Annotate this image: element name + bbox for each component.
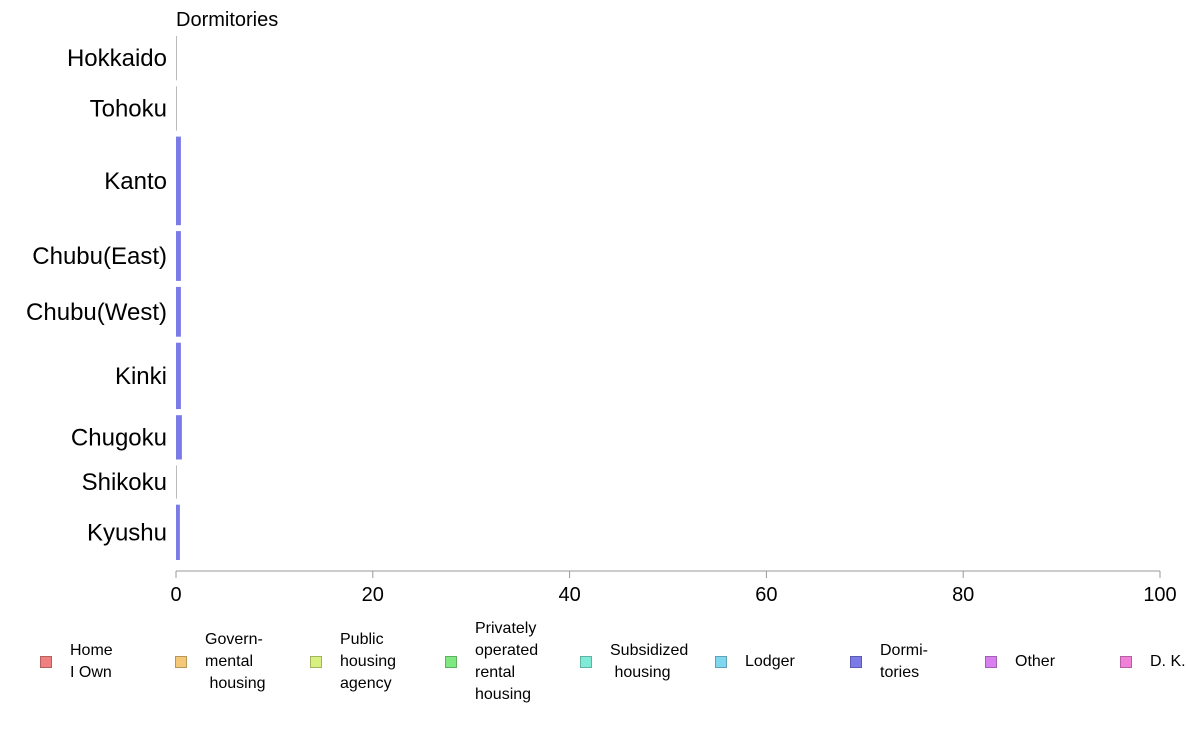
category-label: Kanto: [104, 168, 167, 195]
legend-label: Lodger: [745, 653, 795, 670]
x-tick-label: 60: [755, 584, 777, 606]
x-tick-label: 0: [170, 584, 181, 606]
legend-item: Govern-mental housing: [175, 618, 310, 708]
bar-tohoku: [176, 86, 177, 131]
y-axis-labels: Hokkaido Tohoku Kanto Chubu(East) Chubu(West…: [26, 45, 167, 546]
bar-kinki: [176, 342, 181, 410]
legend-swatch: [580, 656, 592, 668]
legend-item: Other: [985, 618, 1120, 708]
x-tick-label: 20: [362, 584, 384, 606]
bar-chart: Dormitories Hokkaido Tohoku Kanto Chubu(Eas…: [26, 9, 1177, 606]
legend-swatch: [40, 656, 52, 668]
category-label: Chubu(East): [32, 243, 167, 270]
x-tick-label: 40: [558, 584, 580, 606]
legend-label: Other: [1015, 653, 1056, 670]
legend-label: D. K.: [1150, 653, 1186, 670]
legend-item: Lodger: [715, 618, 850, 708]
legend-swatch: [175, 656, 187, 668]
legend-label: Dormi-tories: [880, 642, 928, 681]
category-label: Tohoku: [90, 95, 167, 122]
bars-group: [176, 36, 182, 560]
x-axis-ticks: 0 20 40 60 80 100: [170, 571, 1177, 606]
legend-item: Privately operated rental housing: [445, 618, 580, 708]
legend: Home I Own Govern-mental housing Public hous…: [0, 618, 1188, 718]
bar-chugoku: [176, 415, 182, 460]
x-tick-label: 80: [952, 584, 974, 606]
category-label: Kinki: [115, 363, 167, 390]
bar-kanto: [176, 136, 181, 226]
legend-label: Home I Own: [70, 642, 113, 681]
x-tick-label: 100: [1143, 584, 1176, 606]
category-label: Chugoku: [71, 424, 167, 451]
category-label: Chubu(West): [26, 299, 167, 326]
category-label: Hokkaido: [67, 45, 167, 72]
legend-swatch: [310, 656, 322, 668]
legend-swatch: [715, 656, 727, 668]
bar-chubu-east-: [176, 231, 181, 281]
legend-item: Subsidized housing: [580, 618, 715, 708]
legend-label: Govern-mental housing: [205, 631, 266, 692]
legend-item: Home I Own: [40, 618, 175, 708]
category-label: Shikoku: [82, 469, 167, 496]
legend-swatch: [850, 656, 862, 668]
bar-shikoku: [176, 465, 177, 499]
category-label: Kyushu: [87, 519, 167, 546]
bar-hokkaido: [176, 36, 177, 81]
legend-item: Public housing agency: [310, 618, 445, 708]
legend-label: Subsidized housing: [610, 642, 689, 681]
legend-swatch: [985, 656, 997, 668]
legend-label: Public housing agency: [340, 631, 397, 692]
bar-kyushu: [176, 504, 180, 560]
bar-chubu-west-: [176, 286, 181, 337]
legend-swatch: [1120, 656, 1132, 668]
legend-item: Dormi-tories: [850, 618, 985, 708]
legend-label: Privately operated rental housing: [475, 620, 539, 703]
legend-swatch: [445, 656, 457, 668]
legend-item: D. K.: [1120, 618, 1188, 708]
chart-title: Dormitories: [176, 9, 278, 31]
